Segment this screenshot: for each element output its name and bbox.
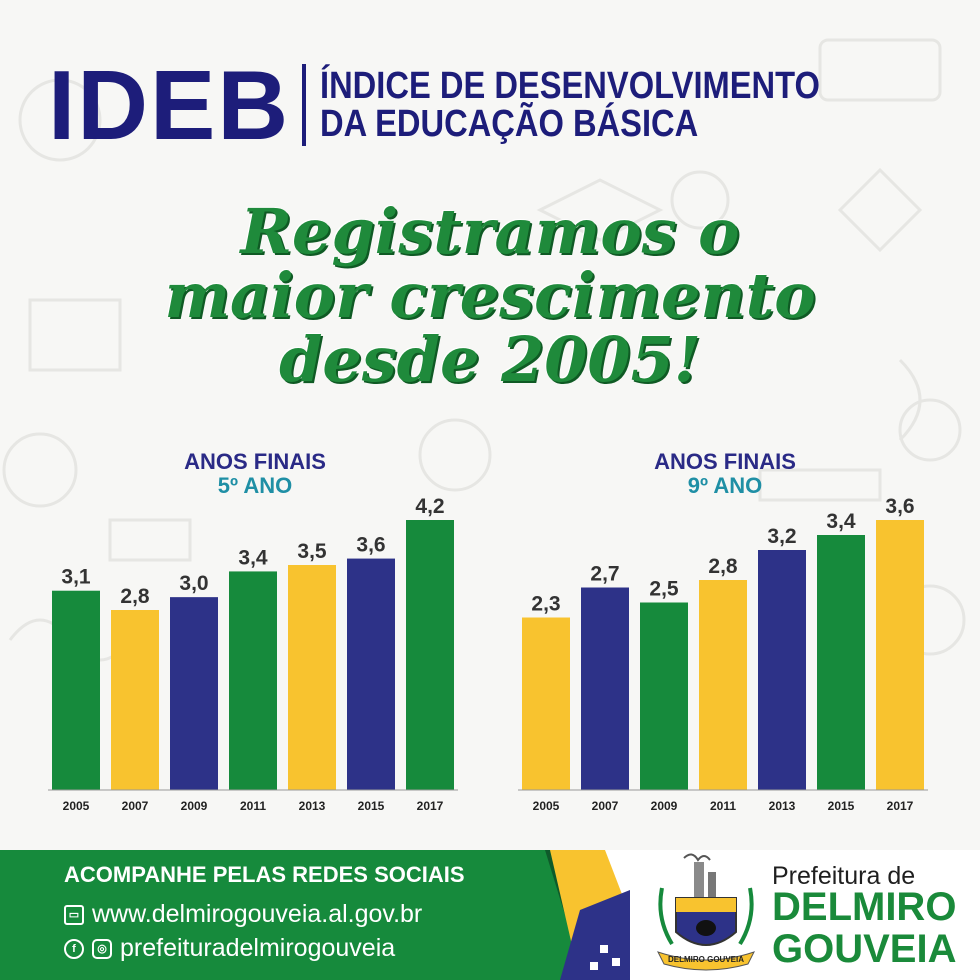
bar-2017 — [406, 520, 454, 790]
value-label-2013: 3,5 — [297, 540, 327, 563]
website-row[interactable]: ▭ www.delmirogouveia.al.gov.br — [64, 900, 422, 929]
bar-2015 — [817, 535, 865, 790]
header: IDEB ÍNDICE DE DESENVOLVIMENTO DA EDUCAÇ… — [48, 56, 901, 154]
bar-2011 — [229, 571, 277, 790]
category-label-2011: 2011 — [240, 799, 266, 813]
brand-name: DELMIRO GOUVEIA — [772, 886, 956, 970]
footer: ACOMPANHE PELAS REDES SOCIAIS ▭ www.delm… — [0, 850, 980, 980]
brand-name-line2: GOUVEIA — [772, 927, 957, 971]
bar-2007 — [111, 610, 159, 790]
chart-5ano-title-line1: ANOS FINAIS — [184, 449, 326, 474]
bar-2017 — [876, 520, 924, 790]
value-label-2009: 3,0 — [179, 572, 208, 595]
category-label-2005: 2005 — [63, 799, 90, 813]
website-link[interactable]: www.delmirogouveia.al.gov.br — [92, 900, 423, 928]
header-separator — [302, 64, 307, 146]
category-label-2009: 2009 — [651, 799, 678, 813]
handle-row[interactable]: f ◎ prefeituradelmirogouveia — [64, 934, 395, 963]
value-label-2007: 2,8 — [120, 585, 150, 608]
chart-9ano-title: ANOS FINAIS 9º ANO — [610, 450, 840, 498]
category-label-2017: 2017 — [887, 799, 914, 813]
bar-2007 — [581, 587, 629, 790]
subtitle-line2: DA EDUCAÇÃO BÁSICA — [320, 103, 699, 145]
subtitle-line1: ÍNDICE DE DESENVOLVIMENTO — [320, 65, 821, 107]
value-label-2011: 2,8 — [708, 555, 738, 578]
category-label-2015: 2015 — [358, 799, 385, 813]
instagram-icon[interactable]: ◎ — [92, 938, 112, 959]
category-label-2005: 2005 — [533, 799, 560, 813]
chart-9ano: 2,3 2005 2,7 2007 2,5 2009 2,8 2011 3,2 2013 3,4 20… — [518, 495, 928, 813]
headline: Registramos o maior crescimento desde 20… — [0, 200, 980, 392]
social-handle[interactable]: prefeituradelmirogouveia — [120, 934, 396, 962]
bar-2009 — [170, 597, 218, 790]
category-label-2013: 2013 — [299, 799, 326, 813]
footer-accent-shape — [545, 850, 630, 980]
ideb-acronym: IDEB — [48, 50, 291, 160]
header-subtitle: ÍNDICE DE DESENVOLVIMENTO DA EDUCAÇÃO BÁ… — [320, 67, 820, 143]
value-label-2015: 3,6 — [356, 534, 385, 557]
category-label-2007: 2007 — [592, 799, 619, 813]
chart-5ano-title-line2: 5º ANO — [217, 473, 293, 498]
value-label-2007: 2,7 — [590, 563, 619, 586]
bar-2009 — [640, 602, 688, 790]
value-label-2015: 3,4 — [826, 510, 856, 533]
category-label-2009: 2009 — [181, 799, 208, 813]
value-label-2005: 2,3 — [531, 593, 560, 616]
bar-2011 — [699, 580, 747, 790]
chart-5ano: 3,1 2005 2,8 2007 3,0 2009 3,4 2011 3,5 2013 3,6 20… — [48, 495, 458, 813]
bar-2015 — [347, 558, 395, 790]
chart-5ano-title: ANOS FINAIS 5º ANO — [140, 450, 370, 498]
value-label-2005: 3,1 — [61, 566, 91, 589]
brand-prefeitura: Prefeitura de — [772, 862, 916, 890]
category-label-2007: 2007 — [122, 799, 149, 813]
value-label-2011: 3,4 — [238, 546, 268, 569]
crest-banner-text: DELMIRO GOUVEIA — [668, 955, 744, 964]
category-label-2013: 2013 — [769, 799, 796, 813]
headline-line3: desde 2005! — [279, 323, 701, 396]
bar-2013 — [758, 550, 806, 790]
value-label-2013: 3,2 — [767, 525, 796, 548]
chart-9ano-title-line1: ANOS FINAIS — [654, 449, 796, 474]
bar-2013 — [288, 565, 336, 790]
value-label-2017: 4,2 — [415, 495, 444, 518]
facebook-icon[interactable]: f — [64, 938, 84, 959]
bar-2005 — [52, 590, 100, 790]
category-label-2017: 2017 — [417, 799, 444, 813]
chart-9ano-title-line2: 9º ANO — [687, 473, 763, 498]
headline-line2: maior crescimento — [164, 259, 816, 332]
brand-name-line1: DELMIRO — [772, 885, 957, 929]
social-label: ACOMPANHE PELAS REDES SOCIAIS — [64, 862, 465, 887]
municipal-crest-logo: DELMIRO GOUVEIA — [657, 853, 755, 971]
headline-line1: Registramos o — [240, 195, 740, 268]
value-label-2009: 2,5 — [649, 578, 679, 601]
value-label-2017: 3,6 — [885, 495, 914, 518]
bar-2005 — [522, 617, 570, 790]
browser-icon: ▭ — [64, 904, 84, 925]
category-label-2011: 2011 — [710, 799, 736, 813]
category-label-2015: 2015 — [828, 799, 855, 813]
